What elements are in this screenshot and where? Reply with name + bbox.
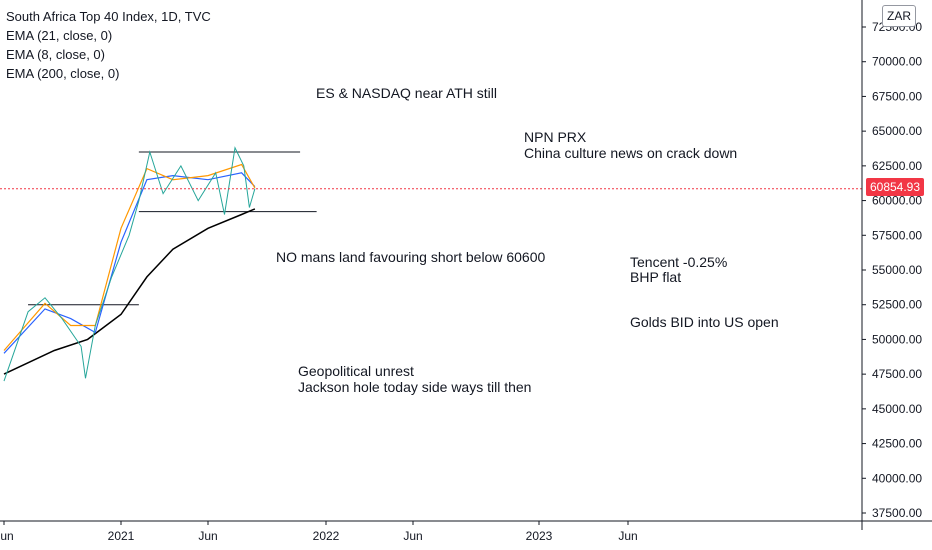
chart-legend: South Africa Top 40 Index, 1D, TVC EMA (… (6, 7, 211, 83)
time-tick-label: Jun (618, 529, 637, 543)
price-tick-label: 57500.00 (872, 228, 922, 242)
price-tick-label: 65000.00 (872, 124, 922, 138)
series-line (3, 146, 256, 382)
series-line (3, 163, 256, 351)
note-china-culture[interactable]: China culture news on crack down (524, 145, 738, 161)
last-price-tag: 60854.93 (866, 178, 924, 196)
time-tick-label: Jun (0, 529, 14, 543)
price-tick-label: 45000.00 (872, 402, 922, 416)
horizontal-lines (28, 151, 317, 306)
time-tick-label: 2023 (526, 529, 553, 543)
price-tick-label: 42500.00 (872, 437, 922, 451)
price-tick-label: 37500.00 (872, 506, 922, 520)
note-es-nasdaq[interactable]: ES & NASDAQ near ATH still (316, 85, 498, 101)
series-lines (3, 146, 256, 382)
price-tick-label: 52500.00 (872, 298, 922, 312)
symbol-title[interactable]: South Africa Top 40 Index, 1D, TVC (6, 9, 211, 24)
price-axis[interactable]: 72500.0070000.0067500.0065000.0062500.00… (862, 20, 922, 520)
price-tick-label: 40000.00 (872, 471, 922, 485)
note-golds[interactable]: Golds BID into US open (630, 314, 779, 330)
series-line (3, 208, 256, 375)
note-geopolitical[interactable]: Geopolitical unrest (298, 363, 414, 379)
price-tick-label: 60000.00 (872, 194, 922, 208)
note-no-mans-land[interactable]: NO mans land favouring short below 60600 (276, 249, 546, 265)
ema21-label[interactable]: EMA (21, close, 0) (6, 28, 113, 43)
time-tick-label: Jun (403, 529, 422, 543)
time-tick-label: Jun (198, 529, 217, 543)
series-line (3, 172, 256, 354)
note-tencent[interactable]: Tencent -0.25% (630, 254, 728, 270)
price-tick-label: 50000.00 (872, 332, 922, 346)
price-tick-label: 62500.00 (872, 159, 922, 173)
price-tick-label: 70000.00 (872, 55, 922, 69)
ema200-label[interactable]: EMA (200, close, 0) (6, 66, 120, 81)
time-tick-label: 2021 (108, 529, 135, 543)
price-tick-label: 55000.00 (872, 263, 922, 277)
time-tick-label: 2022 (313, 529, 340, 543)
note-jackson-hole[interactable]: Jackson hole today side ways till then (298, 379, 532, 395)
note-bhp[interactable]: BHP flat (630, 269, 682, 285)
price-tick-label: 47500.00 (872, 367, 922, 381)
currency-button[interactable]: ZAR (882, 5, 916, 27)
time-axis[interactable]: Jun 2021 Jun 2022 Jun 2023 Jun (0, 521, 638, 543)
price-tick-label: 67500.00 (872, 89, 922, 103)
note-npn-prx[interactable]: NPN PRX (524, 129, 587, 145)
ema8-label[interactable]: EMA (8, close, 0) (6, 47, 105, 62)
